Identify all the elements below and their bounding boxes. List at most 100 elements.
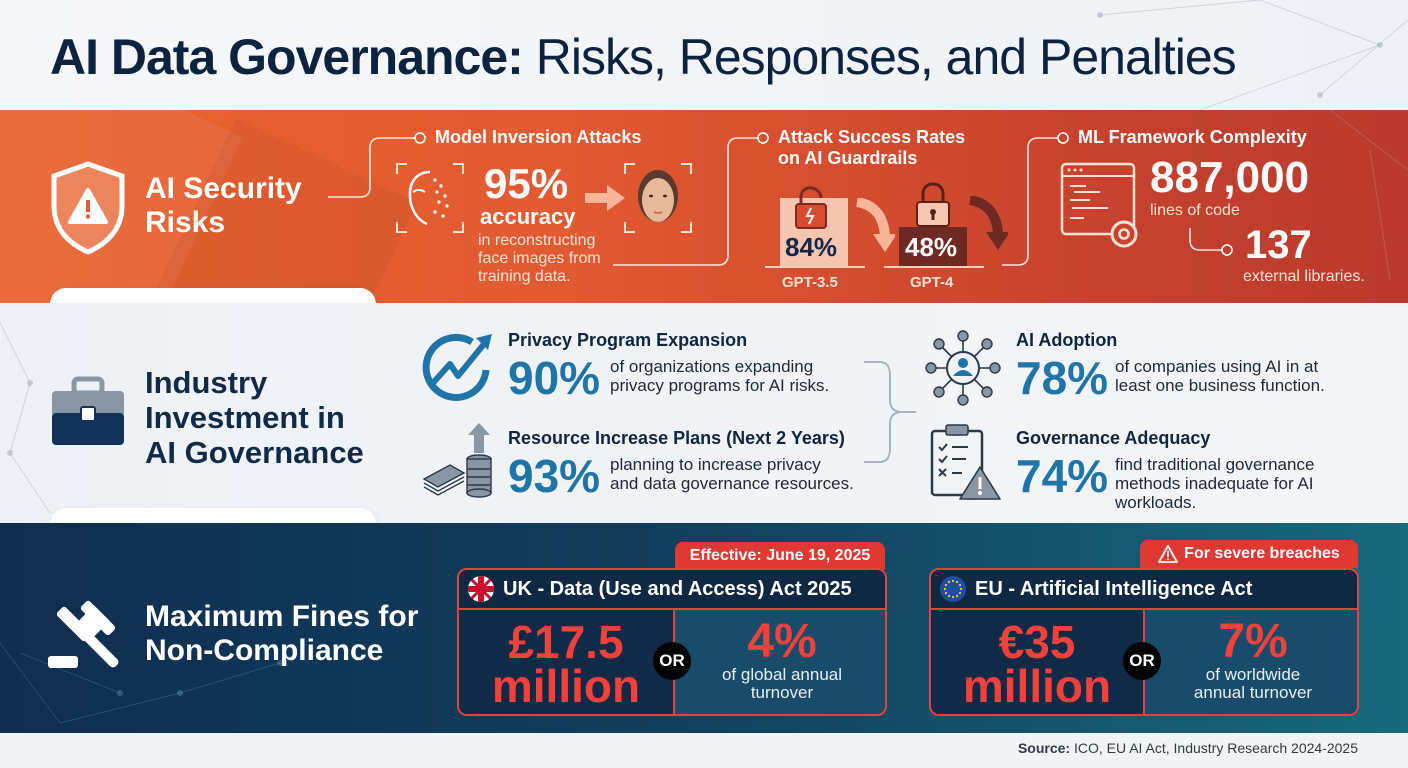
desc-line: methods inadequate for AI	[1115, 474, 1314, 493]
desc-line: and data governance resources.	[610, 474, 854, 493]
uk-flag-icon	[468, 576, 494, 602]
lock-icon	[916, 182, 950, 227]
desc-line: find traditional governance	[1115, 455, 1315, 474]
baseline	[765, 266, 865, 268]
section-title-line1: Maximum Fines for	[145, 600, 419, 633]
section-title: Industry Investment in AI Governance	[145, 365, 364, 470]
heading-line: on AI Guardrails	[778, 148, 918, 168]
item-desc: find traditional governance methods inad…	[1115, 455, 1314, 512]
libraries-value: 137	[1245, 223, 1312, 267]
growth-chart-icon	[422, 333, 492, 401]
gpt35-label: GPT-3.5	[782, 274, 838, 291]
security-risks-section: AI Security Risks Model Inversion Attack…	[0, 110, 1408, 303]
fines-section: Maximum Fines for Non-Compliance Effecti…	[0, 523, 1408, 733]
severity-tag: For severe breaches	[1140, 540, 1358, 568]
amount-panel: €35 million	[931, 610, 1143, 714]
item-value: 78%	[1016, 352, 1109, 404]
item-heading: AI Adoption	[1016, 330, 1118, 350]
desc-line: planning to increase privacy	[610, 455, 821, 474]
desc-line: least one business function.	[1115, 376, 1325, 395]
arrow-right-icon	[585, 185, 625, 211]
desc-line: in reconstructing	[478, 232, 596, 249]
amount-line1: £17.5	[508, 616, 624, 668]
gpt4-value: 48%	[905, 232, 958, 262]
lines-of-code-value: 887,000	[1150, 153, 1310, 202]
item-heading: Governance Adequacy	[1016, 428, 1211, 448]
source-label: Source:	[1017, 740, 1071, 756]
shield-warning-icon	[51, 161, 125, 255]
heading-line: Attack Success Rates	[778, 127, 966, 147]
gavel-icon	[48, 600, 119, 668]
model-inversion-unit: accuracy	[480, 204, 576, 229]
desc-line: privacy programs for AI risks.	[610, 376, 830, 395]
section-title-line2: Investment in	[145, 400, 345, 435]
section-title: Maximum Fines for Non-Compliance	[145, 600, 418, 668]
section-title-line2: Risks	[145, 206, 226, 239]
percent-desc-line: of global annual	[721, 665, 843, 684]
effective-date-tag: Effective: June 19, 2025	[675, 542, 885, 570]
desc-line: of companies using AI in at	[1115, 357, 1319, 376]
lines-of-code-label: lines of code	[1150, 202, 1240, 219]
percent-panel: 4% of global annual turnover	[673, 610, 885, 714]
framework-heading: ML Framework Complexity	[1078, 127, 1307, 147]
item-desc: of companies using AI in at least one bu…	[1115, 357, 1325, 395]
card-header: UK - Data (Use and Access) Act 2025	[459, 570, 885, 610]
libraries-label: external libraries.	[1243, 268, 1365, 285]
briefcase-icon	[52, 376, 124, 445]
act-name: EU - Artificial Intelligence Act	[975, 577, 1253, 600]
bracket-connector	[864, 361, 916, 463]
amount-panel: £17.5 million	[459, 610, 673, 714]
gpt35-value: 84%	[785, 232, 838, 262]
code-window-gear-icon	[1060, 162, 1138, 248]
model-inversion-value: 95%	[484, 160, 569, 207]
tag-label: Effective: June 19, 2025	[689, 547, 871, 564]
percent-panel: 7% of worldwide annual turnover	[1143, 610, 1357, 714]
title-bold: AI Data Governance:	[50, 29, 524, 85]
amount-line1: €35	[998, 616, 1076, 668]
section-title: AI Security Risks	[145, 172, 302, 240]
item-desc: of organizations expanding privacy progr…	[610, 357, 829, 395]
section-title-line1: AI Security	[145, 172, 302, 205]
item-value: 93%	[508, 450, 601, 502]
desc-line: workloads.	[1115, 493, 1197, 512]
network-decoration-icon	[0, 642, 283, 724]
act-name: UK - Data (Use and Access) Act 2025	[503, 577, 852, 600]
item-value: 74%	[1016, 450, 1109, 502]
item-value: 90%	[508, 352, 601, 404]
checklist-warning-icon	[930, 424, 1001, 500]
attack-rates-heading: Attack Success Rates on AI Guardrails	[778, 127, 965, 169]
percent-desc-line: of worldwide	[1205, 665, 1301, 684]
reconstructed-face-icon	[624, 163, 692, 233]
title-light: Risks, Responses, and Penalties	[535, 29, 1237, 85]
source-text: ICO, EU AI Act, Industry Research 2024-2…	[1073, 740, 1358, 756]
amount-line2: million	[962, 660, 1112, 712]
model-inversion-desc: in reconstructing face images from train…	[478, 232, 601, 286]
section-title-line1: Industry	[145, 365, 268, 400]
percent-value: 4%	[747, 615, 817, 668]
network-decoration-icon	[1097, 0, 1408, 110]
money-stack-icon	[422, 423, 492, 498]
item-desc: planning to increase privacy and data go…	[610, 455, 854, 493]
network-user-icon	[925, 330, 1001, 406]
investment-section: Industry Investment in AI Governance Pri…	[0, 303, 1408, 523]
curved-arrow-icon	[855, 198, 895, 252]
source-note: Source: ICO, EU AI Act, Industry Researc…	[1018, 740, 1358, 756]
model-inversion-heading: Model Inversion Attacks	[435, 127, 642, 147]
tag-label: For severe breaches	[1184, 545, 1340, 562]
network-decoration-icon	[0, 322, 51, 514]
desc-line: of organizations expanding	[610, 357, 814, 376]
broken-lock-icon	[795, 186, 827, 229]
title-bar: AI Data Governance: Risks, Responses, an…	[0, 0, 1408, 110]
or-badge: OR	[653, 642, 691, 680]
eu-flag-icon	[940, 576, 966, 602]
item-heading: Privacy Program Expansion	[508, 330, 748, 350]
baseline	[884, 266, 984, 268]
curved-arrow-dark-icon	[968, 196, 1008, 250]
face-scan-icon	[396, 163, 464, 233]
gpt4-label: GPT-4	[910, 274, 954, 291]
percent-desc-line: annual turnover	[1193, 683, 1313, 702]
warning-icon	[1158, 545, 1179, 563]
bar-gpt4	[899, 227, 967, 266]
page-title: AI Data Governance: Risks, Responses, an…	[50, 28, 1237, 86]
amount-line2: million	[491, 660, 641, 712]
